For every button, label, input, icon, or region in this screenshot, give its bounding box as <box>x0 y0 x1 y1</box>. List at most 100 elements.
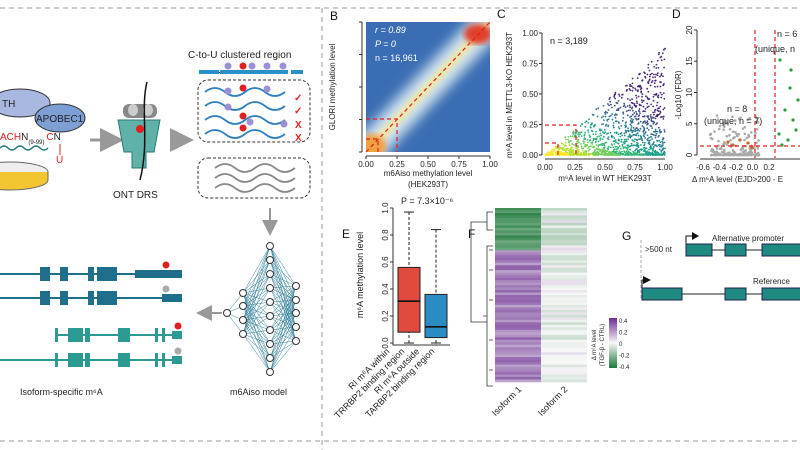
scatter-point <box>550 153 553 156</box>
panel-a: TH APOBEC1 ACHN(9-99) CN U ONT DRS C-to-U… <box>0 50 311 397</box>
nn-edge <box>242 329 271 335</box>
scatter-point <box>599 132 602 135</box>
scatter-point <box>622 117 625 119</box>
scatter-point <box>621 150 623 153</box>
volcano-point-ns <box>746 153 750 156</box>
scatter-point <box>634 87 636 90</box>
scatter-point <box>612 149 615 152</box>
scatter-point <box>584 131 587 134</box>
nn-edge <box>242 333 271 359</box>
heatmap-cell <box>541 354 587 358</box>
scatter-point <box>558 147 560 150</box>
scatter-point <box>601 144 603 147</box>
heatmap-cell <box>541 377 587 380</box>
scatter-point <box>631 154 633 156</box>
x-tick-label: 0.75 <box>627 163 643 172</box>
scatter-point <box>550 151 553 153</box>
scatter-point <box>630 128 632 131</box>
scatter-point <box>615 101 618 104</box>
scatter-point <box>606 111 609 114</box>
scatter-point <box>655 130 657 133</box>
scatter-point <box>647 142 650 145</box>
scatter-point <box>655 73 657 76</box>
scatter-point <box>600 129 603 132</box>
scatter-point <box>626 144 629 147</box>
heatmap-cell <box>541 275 587 278</box>
nn-edge <box>269 340 297 373</box>
y-tick-label: 0.8 <box>381 229 390 241</box>
scatter-point <box>594 133 597 136</box>
scatter-point <box>647 63 650 66</box>
scatter-point <box>587 147 589 149</box>
scatter-point <box>604 152 607 154</box>
heatmap-cell <box>495 225 541 229</box>
scatter-point <box>593 150 596 153</box>
motif-n: N <box>21 132 28 143</box>
scatter-point <box>560 147 563 150</box>
scatter-point <box>630 152 632 155</box>
track-reference-label: Reference <box>753 277 790 286</box>
scatter-point <box>648 136 650 139</box>
scatter-point <box>643 144 646 147</box>
exon <box>55 328 58 342</box>
scatter-point <box>613 96 615 98</box>
scatter-point <box>654 85 656 88</box>
scatter-point <box>642 121 645 123</box>
scatter-point <box>592 138 595 141</box>
heatmap-cell <box>495 300 541 303</box>
heatmap-cell <box>495 362 541 365</box>
scatter-point <box>613 143 616 145</box>
scatter-point <box>655 132 658 135</box>
scatter-point <box>629 116 631 118</box>
scatter-point <box>591 122 593 125</box>
nn-edge <box>269 285 297 359</box>
scatter-point <box>662 92 665 94</box>
scatter-point <box>603 119 605 121</box>
scatter-point <box>656 72 659 75</box>
heatmap-cell <box>541 337 587 341</box>
scatter-point <box>641 101 644 103</box>
volcano-point-ns <box>732 152 736 156</box>
heatmap-cell <box>495 369 541 373</box>
scatter-point <box>636 151 639 153</box>
heatmap-cell <box>495 332 541 336</box>
scatter-point <box>631 82 634 85</box>
scatter-point <box>642 105 645 108</box>
scatter-point <box>599 137 602 139</box>
heatmap-cell <box>495 379 541 383</box>
heatmap-cell <box>541 215 587 219</box>
volcano-point-ns <box>755 141 758 144</box>
scatter-point <box>591 113 594 116</box>
scatter-point <box>607 148 610 151</box>
heatmap-cell <box>541 217 587 221</box>
heatmap-cell <box>541 317 587 321</box>
exon <box>172 331 182 339</box>
scatter-point <box>620 125 623 127</box>
scatter-point <box>621 119 624 122</box>
scatter-point <box>650 135 652 138</box>
c-ticks: 0.00 0.00 0.25 0.25 0.50 0.50 0.75 0.75 1.00 1.00 <box>522 29 673 172</box>
scatter-point <box>652 105 654 108</box>
scatter-point <box>607 103 609 105</box>
m6a-site-icon <box>174 322 182 330</box>
scatter-point <box>626 98 629 100</box>
heatmap-cell <box>495 327 541 331</box>
scatter-point <box>577 138 580 141</box>
colorbar <box>609 318 617 368</box>
volcano-point-down <box>738 138 742 142</box>
apobec1-protein <box>34 103 86 133</box>
scatter-point <box>647 66 650 69</box>
y-axis-label: GLORI methylation level <box>328 43 337 130</box>
scatter-point <box>662 48 665 51</box>
scatter-point <box>587 122 590 124</box>
nn-edge <box>269 273 297 314</box>
scatter-point <box>652 76 654 79</box>
scatter-point <box>583 134 586 137</box>
scatter-point <box>616 148 619 150</box>
heatmap-cell <box>495 237 541 241</box>
scatter-point <box>562 143 565 146</box>
scatter-point <box>596 115 599 118</box>
scatter-point <box>629 123 632 126</box>
scatter-point <box>641 139 644 142</box>
